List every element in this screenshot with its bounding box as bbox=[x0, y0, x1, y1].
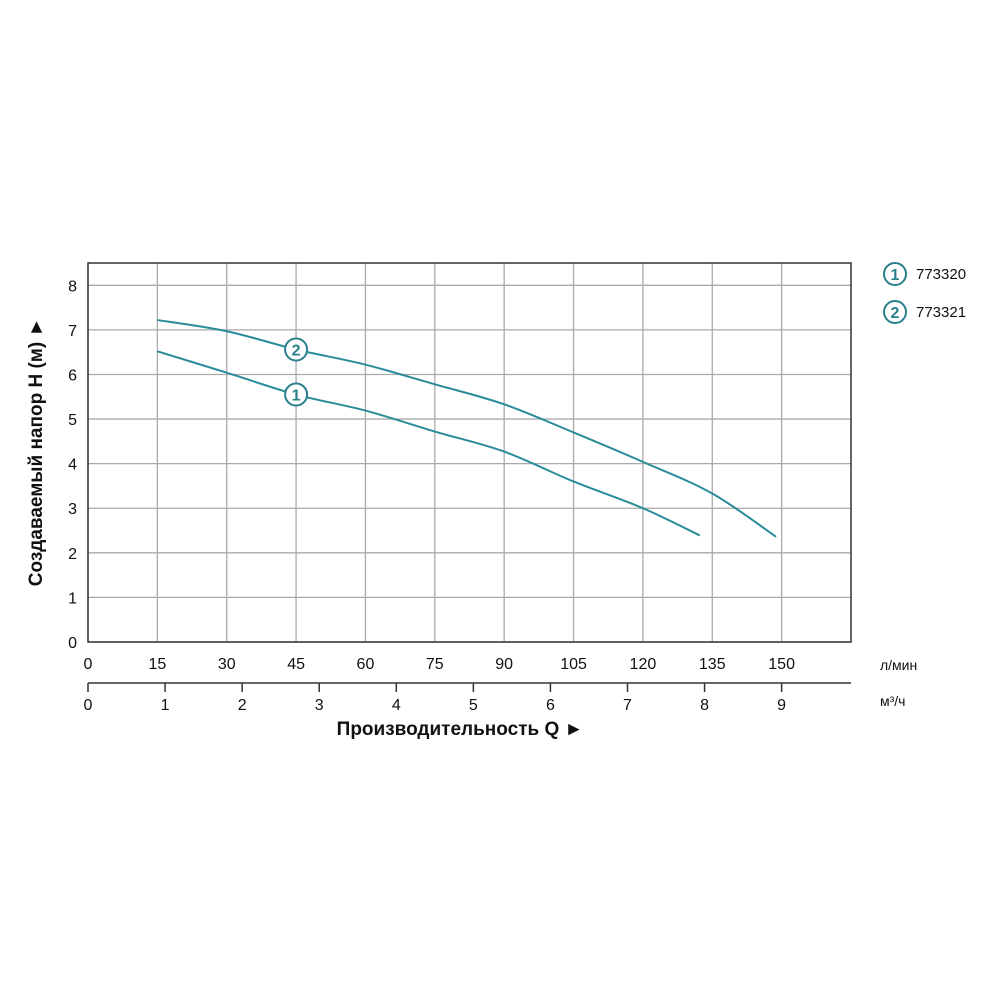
x2-tick-label: 5 bbox=[469, 697, 478, 714]
x2-tick-label: 1 bbox=[161, 697, 170, 714]
x-axis-label: Производительность Q ► bbox=[337, 719, 584, 740]
legend-entry: 773320 bbox=[916, 266, 966, 283]
x-tick-label: 150 bbox=[768, 656, 795, 673]
x-tick-label: 135 bbox=[699, 656, 726, 673]
x-tick-label: 90 bbox=[495, 656, 513, 673]
y-tick-label: 6 bbox=[68, 367, 77, 384]
x2-tick-label: 4 bbox=[392, 697, 401, 714]
legend-badge-label: 2 bbox=[891, 305, 900, 322]
y-tick-label: 2 bbox=[68, 546, 77, 563]
x2-unit-label: м³/ч bbox=[880, 693, 905, 709]
y-tick-label: 1 bbox=[68, 590, 77, 607]
y-tick-labels: 0 1 2 3 4 5 6 7 8 bbox=[68, 278, 77, 652]
legend-entry: 773321 bbox=[916, 304, 966, 321]
series-badge-circle bbox=[284, 382, 309, 407]
y-axis-label: Создаваемый напор H (м) ► bbox=[26, 318, 47, 587]
x2-tick-label: 3 bbox=[315, 697, 324, 714]
series-badge-label: 1 bbox=[292, 388, 301, 405]
x2-tick-labels: 0 1 2 3 4 5 6 7 8 9 bbox=[84, 683, 786, 714]
series-badge-label: 2 bbox=[292, 343, 301, 360]
series-line-773321 bbox=[157, 319, 777, 538]
legend-badge-label: 1 bbox=[891, 267, 900, 284]
grid bbox=[87, 263, 851, 643]
y-tick-label: 7 bbox=[68, 323, 77, 340]
x-tick-labels: 0 15 30 45 60 75 90 105 120 135 150 bbox=[84, 656, 796, 673]
x2-tick-label: 7 bbox=[623, 697, 632, 714]
series-badge-circle bbox=[284, 337, 309, 362]
series-line-773320 bbox=[157, 350, 701, 537]
legend: 1 773320 2 773321 bbox=[883, 262, 966, 324]
x2-tick-label: 2 bbox=[238, 697, 247, 714]
x-tick-label: 60 bbox=[357, 656, 375, 673]
x2-tick-label: 9 bbox=[777, 697, 786, 714]
legend-badge-circle bbox=[883, 300, 907, 324]
x-tick-label: 75 bbox=[426, 656, 444, 673]
x2-tick-label: 6 bbox=[546, 697, 555, 714]
legend-badge-circle bbox=[883, 262, 907, 286]
y-tick-label: 4 bbox=[68, 457, 77, 474]
y-tick-label: 5 bbox=[68, 412, 77, 429]
y-tick-label: 8 bbox=[68, 278, 77, 295]
x-unit-label: л/мин bbox=[880, 657, 917, 673]
x-tick-label: 120 bbox=[630, 656, 657, 673]
x-tick-label: 0 bbox=[84, 656, 93, 673]
y-tick-label: 0 bbox=[68, 635, 77, 652]
x2-tick-label: 8 bbox=[700, 697, 709, 714]
x-tick-label: 30 bbox=[218, 656, 236, 673]
y-tick-label: 3 bbox=[68, 501, 77, 518]
x-tick-label: 45 bbox=[287, 656, 305, 673]
plot-frame bbox=[87, 262, 852, 643]
series-lines: 12 bbox=[157, 319, 777, 538]
x-tick-label: 15 bbox=[148, 656, 166, 673]
x-tick-label: 105 bbox=[560, 656, 587, 673]
x2-tick-label: 0 bbox=[84, 697, 93, 714]
